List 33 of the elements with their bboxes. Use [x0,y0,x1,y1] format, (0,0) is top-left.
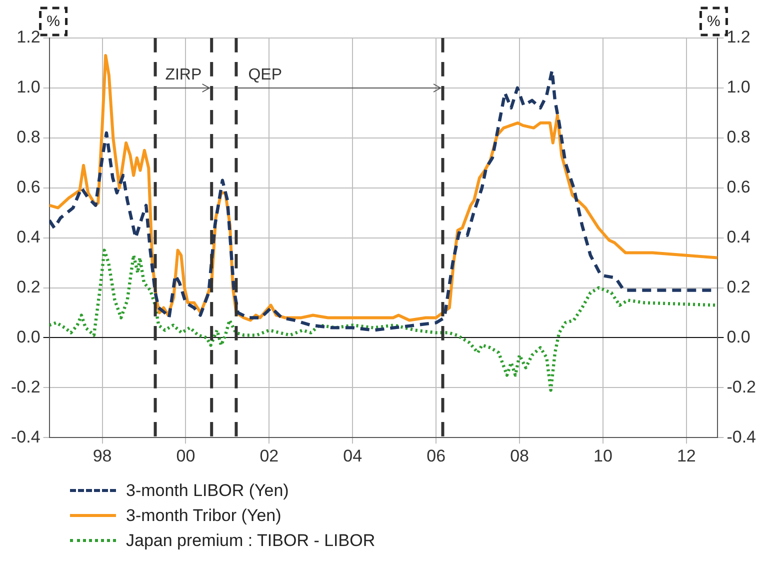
x-tick-label: 06 [426,446,446,466]
legend-label: 3-month Tribor (Yen) [126,506,282,526]
y-tick-label: 0.6 [16,178,40,197]
legend-label: 3-month LIBOR (Yen) [126,480,289,500]
y2-tick-label: 1.2 [726,28,750,47]
y-tick-label: 1.0 [16,78,40,97]
y2-tick-label: 0.6 [726,178,750,197]
annotation: QEP [248,66,282,84]
y-tick-label: 0.0 [16,327,40,346]
x-tick-label: 98 [92,446,112,466]
y-tick-label: 0.2 [16,277,40,296]
y-tick-label: 0.8 [16,128,40,147]
y-tick-label: -0.4 [10,427,40,446]
y-tick-label: 1.2 [16,28,40,47]
y2-axis-title: % [707,13,720,30]
y-axis-title: % [46,13,60,30]
x-tick-label: 08 [510,446,529,466]
y2-tick-label: 1.0 [726,78,750,97]
y2-tick-label: 0.0 [726,327,750,346]
y2-tick-label: 0.4 [726,227,750,246]
x-tick-label: 10 [594,446,612,466]
y2-tick-label: -0.4 [726,427,756,446]
y-tick-label: 0.4 [16,227,40,246]
y2-tick-label: 0.8 [726,128,750,147]
x-tick-label: 02 [260,446,279,466]
y-tick-label: -0.2 [10,377,40,396]
y2-tick-label: 0.2 [726,277,750,296]
annotation: ZIRP [165,66,202,84]
x-tick-label: 04 [343,446,362,466]
legend-label: Japan premium : TIBOR - LIBOR [126,530,376,550]
x-tick-label: 12 [676,446,696,466]
x-tick-label: 00 [176,446,196,466]
y2-tick-label: -0.2 [726,377,756,396]
